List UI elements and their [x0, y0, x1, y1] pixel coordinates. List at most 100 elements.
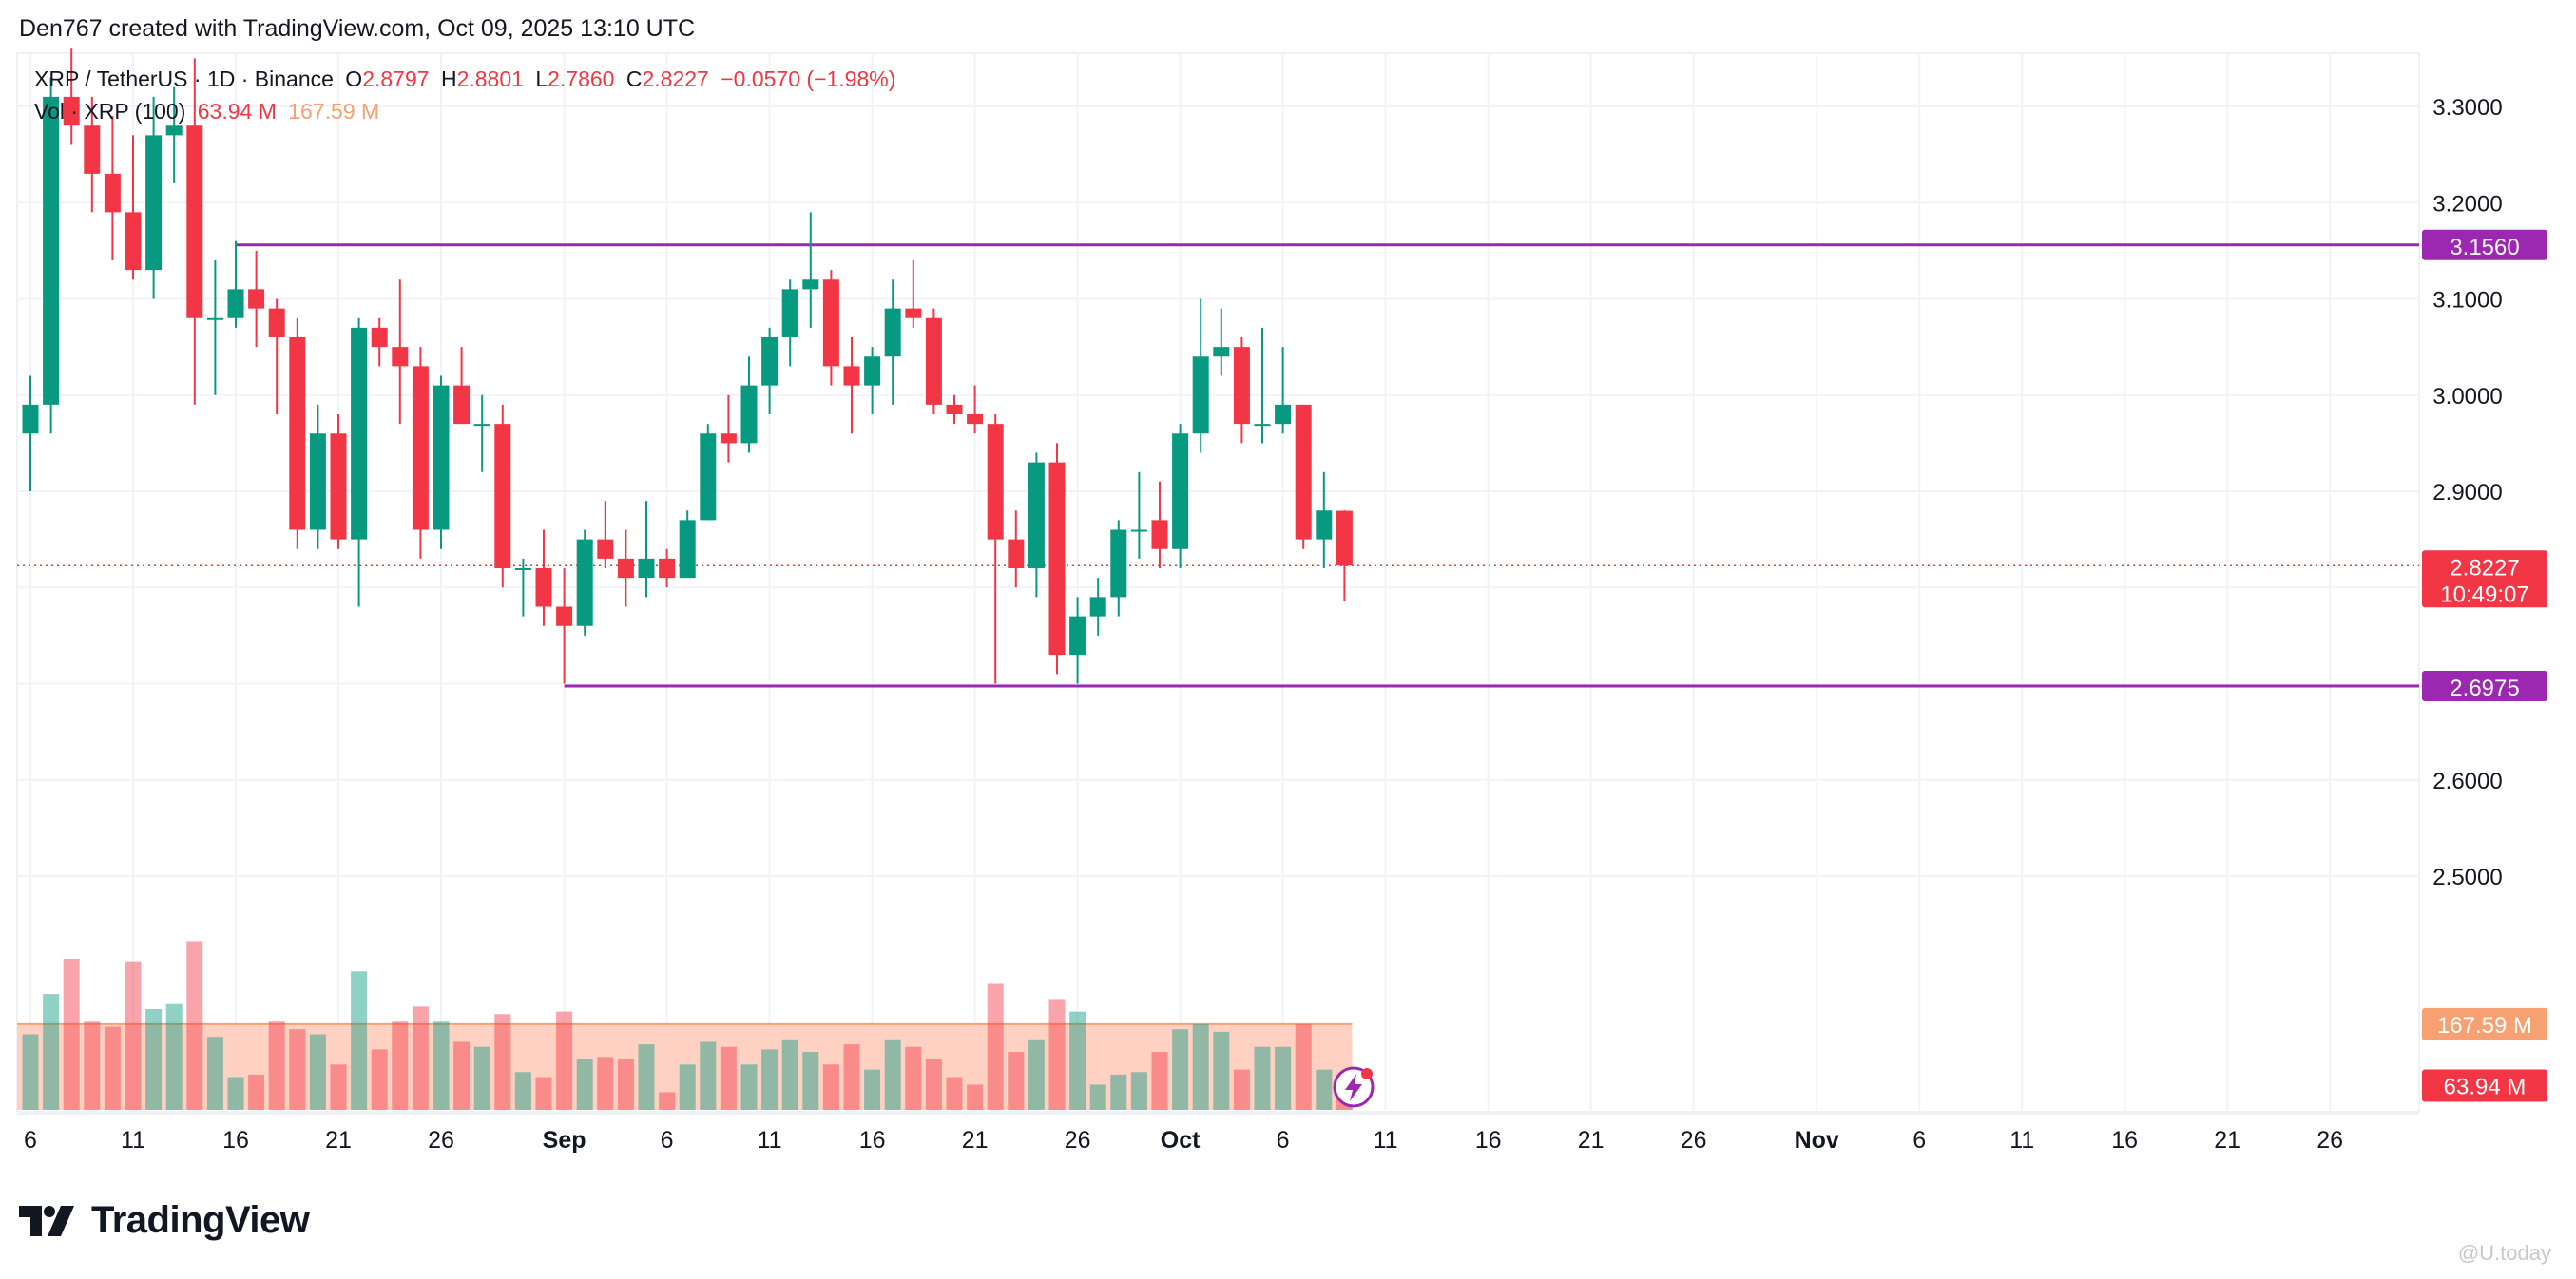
volume-bar: [453, 1041, 471, 1110]
volume-bar: [392, 1021, 409, 1110]
candles: [22, 48, 1353, 684]
volume-last-badge-box: [2422, 1069, 2547, 1102]
time-axis[interactable]: 6 11 16 21 26 Sep 6 11 16 21 26 Oct 6 11 16 21 26 Nov 6 11 1…: [17, 1113, 2419, 1154]
volume-title[interactable]: Vol · XRP (100): [34, 99, 186, 124]
candle-body: [1233, 347, 1250, 425]
plot-area: [16, 52, 2420, 1113]
candle: [63, 48, 80, 145]
tradingview-logo[interactable]: TradingView: [19, 1199, 310, 1242]
candle-body: [802, 279, 819, 290]
volume-bar: [206, 1037, 223, 1110]
horizontal-levels: [17, 243, 2419, 688]
open-label: O: [345, 67, 363, 91]
volume-bar: [679, 1064, 696, 1110]
candle: [597, 501, 614, 568]
candle: [576, 529, 593, 636]
candle-body: [905, 308, 922, 318]
lightning-icon-bolt: [1345, 1074, 1362, 1101]
candle: [84, 96, 101, 213]
candle: [125, 135, 142, 280]
candle: [700, 424, 717, 521]
time-tick-label: 11: [121, 1127, 145, 1154]
candle-body: [165, 125, 183, 136]
volume-bar: [186, 941, 203, 1110]
volume-bar: [63, 959, 80, 1110]
volume-bar: [802, 1052, 819, 1110]
tradingview-logo-text: TradingView: [91, 1199, 310, 1241]
time-tick-label: 6: [661, 1127, 674, 1154]
price-tick-label: 3.1000: [2432, 288, 2502, 314]
volume-last-badge: 63.94 M: [2422, 1069, 2547, 1102]
candle-body: [1048, 462, 1066, 656]
candle: [987, 414, 1004, 684]
candle: [1336, 510, 1353, 601]
volume-bar: [248, 1074, 265, 1110]
volume-bar: [309, 1034, 326, 1110]
candle: [433, 375, 450, 549]
lightning-icon[interactable]: [1333, 1066, 1375, 1108]
time-tick-label: 11: [2009, 1127, 2034, 1154]
candle: [165, 86, 183, 183]
candle-body: [740, 385, 758, 444]
candle-body: [125, 212, 142, 271]
candle: [638, 501, 655, 598]
candle-body: [1316, 510, 1333, 540]
candle-body: [617, 558, 634, 579]
time-tick-label: 21: [962, 1127, 989, 1154]
candle: [453, 347, 471, 425]
candle-body: [309, 433, 326, 530]
candle: [720, 394, 737, 463]
support-badge: 2.6975: [2422, 671, 2547, 702]
symbol-title[interactable]: XRP / TetherUS · 1D · Binance: [34, 67, 334, 91]
close-label: C: [625, 67, 643, 91]
candle-body: [63, 96, 80, 126]
candle-body: [1008, 539, 1025, 568]
watermark: @U.today: [2457, 1241, 2551, 1265]
support-badge-text: 2.6975: [2450, 676, 2519, 701]
candle: [679, 510, 696, 579]
candle-body: [884, 308, 901, 357]
time-tick-label: 26: [2316, 1127, 2343, 1154]
volume-bar: [617, 1059, 634, 1110]
volume-bar: [987, 983, 1004, 1110]
candle-body: [1213, 347, 1230, 357]
candle-body: [535, 568, 552, 607]
price-tick-label: 3.2000: [2432, 191, 2502, 217]
price-axis[interactable]: 3.3000 3.2000 3.1000 3.0000 2.9000 2.6000 2.50…: [2432, 95, 2502, 890]
candle-body: [248, 289, 265, 309]
volume-bar: [535, 1077, 552, 1110]
candle: [330, 414, 347, 549]
candle-body: [659, 558, 676, 579]
volume-bar: [227, 1077, 244, 1110]
candle-body: [597, 539, 614, 559]
candle-body: [494, 424, 511, 568]
candle: [473, 394, 490, 472]
candle-body: [864, 356, 881, 386]
candle: [822, 270, 839, 386]
volume-bar: [781, 1039, 798, 1110]
volume-bar: [1089, 1084, 1106, 1110]
volume-bar: [659, 1092, 676, 1110]
candle: [22, 375, 39, 491]
candle-body: [514, 568, 531, 570]
volume-bar: [473, 1046, 490, 1110]
candle-body: [1275, 404, 1292, 425]
high-label: H: [440, 67, 457, 91]
volume-bar: [740, 1064, 758, 1110]
candle: [884, 279, 901, 405]
volume-bar: [289, 1029, 306, 1110]
candle: [1316, 471, 1333, 568]
candle-body: [145, 135, 163, 271]
candle-body: [1295, 404, 1312, 540]
candle: [1110, 520, 1127, 617]
time-tick-label: 6: [1913, 1127, 1926, 1154]
volume-bar: [104, 1026, 121, 1110]
volume-bar: [43, 994, 60, 1110]
candle-body: [781, 289, 798, 337]
candle: [248, 250, 265, 348]
volume-bar: [22, 1034, 39, 1110]
volume-bar: [1069, 1011, 1086, 1110]
volume-bar: [905, 1046, 922, 1110]
volume-ma-fill: [17, 1023, 1353, 1110]
